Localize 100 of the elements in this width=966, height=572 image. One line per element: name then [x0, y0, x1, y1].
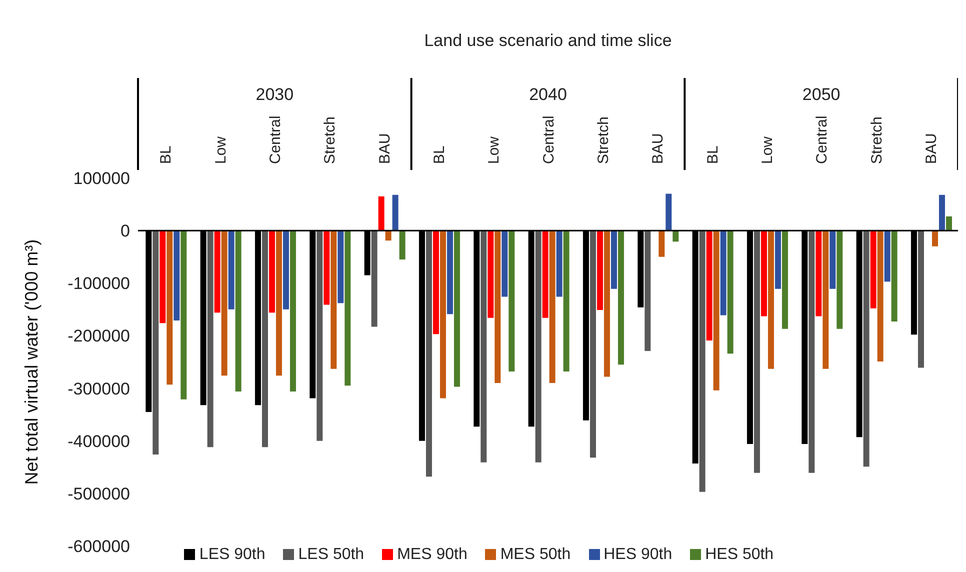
bar — [782, 230, 788, 329]
x-tick-label: Low — [758, 136, 776, 164]
bar — [549, 230, 556, 384]
bar — [180, 230, 187, 400]
legend-label: HES 90th — [604, 546, 672, 563]
x-tick-label: BAU — [650, 133, 667, 164]
bar — [822, 230, 829, 369]
bar — [610, 230, 617, 289]
bar — [760, 230, 767, 316]
x-tick-label: Low — [486, 136, 503, 164]
x-tick-label: BAU — [922, 133, 940, 164]
bar — [446, 230, 453, 314]
bar — [644, 230, 651, 351]
bar — [706, 230, 712, 340]
y-tick-label: 0 — [120, 222, 130, 241]
bar — [877, 230, 884, 362]
bar — [884, 230, 890, 282]
bar — [604, 230, 610, 377]
bar — [262, 230, 268, 448]
bar — [596, 230, 603, 310]
y-axis-title: Net total virtual water ('000 m³) — [21, 239, 42, 485]
y-tick-label: -400000 — [68, 432, 130, 451]
bar — [508, 230, 515, 372]
x-tick-label: Stretch — [868, 116, 886, 164]
bar — [399, 230, 406, 260]
bar — [268, 230, 275, 313]
x-tick-label: Central — [814, 116, 831, 164]
bar — [290, 230, 296, 392]
bar — [152, 230, 159, 455]
bar — [488, 230, 494, 318]
x-axis-title: Land use scenario and time slice — [424, 31, 672, 50]
bar — [174, 230, 180, 320]
text: 2050 — [802, 85, 840, 104]
bar — [454, 230, 460, 387]
bar — [324, 230, 330, 305]
legend-label: LES 50th — [298, 546, 364, 563]
bar — [440, 230, 446, 398]
bar — [808, 230, 815, 473]
legend-label: HES 50th — [705, 546, 774, 563]
x-tick-label: BL — [158, 146, 175, 164]
y-tick-label: -200000 — [68, 326, 130, 346]
bar — [426, 230, 432, 477]
bar — [494, 230, 501, 384]
bar — [891, 230, 898, 322]
y-tick-label: -100000 — [68, 274, 130, 294]
bar — [378, 196, 384, 231]
bar — [658, 230, 665, 257]
bar — [556, 230, 562, 297]
bar — [502, 230, 508, 297]
bar — [938, 194, 945, 231]
bar — [214, 230, 220, 313]
bar — [727, 230, 734, 354]
x-tick-label: Low — [212, 136, 230, 164]
bar — [282, 230, 289, 310]
bar — [932, 230, 938, 246]
bar — [768, 230, 774, 369]
y-tick-label: -300000 — [68, 379, 130, 398]
bar — [338, 230, 344, 304]
bar — [830, 230, 836, 289]
y-tick-label: 100000 — [73, 169, 130, 188]
x-tick-label: Stretch — [322, 116, 339, 164]
bar — [432, 230, 439, 334]
legend-label: LES 90th — [199, 546, 266, 563]
bar — [870, 230, 876, 308]
y-tick-label: -600000 — [68, 537, 130, 556]
bar — [542, 230, 548, 318]
legend-label: MES 50th — [500, 546, 571, 563]
bar — [666, 194, 672, 231]
text: 2030 — [256, 85, 294, 104]
bar — [713, 230, 720, 390]
bar — [207, 230, 214, 448]
bar — [590, 230, 596, 458]
bar — [836, 230, 843, 329]
bar — [618, 230, 624, 365]
bar — [316, 230, 323, 441]
bar — [863, 230, 870, 467]
bar — [946, 216, 952, 231]
bar — [918, 230, 924, 368]
bar — [371, 230, 378, 327]
bar — [535, 230, 542, 462]
bar — [235, 230, 242, 392]
bar — [344, 230, 351, 386]
bar — [330, 230, 337, 369]
text: 2040 — [529, 85, 567, 104]
bar — [774, 230, 781, 289]
bar — [720, 230, 726, 316]
bar — [699, 230, 706, 492]
bar — [816, 230, 822, 316]
bar — [563, 230, 570, 372]
bar — [385, 230, 392, 241]
bar — [221, 230, 228, 376]
x-tick-label: BL — [704, 146, 722, 164]
x-tick-label: Central — [266, 116, 284, 164]
bar — [754, 230, 760, 473]
x-tick-label: Central — [540, 116, 558, 164]
bar — [276, 230, 282, 376]
x-tick-label: BAU — [376, 133, 394, 164]
bar — [160, 230, 166, 324]
x-tick-label: Stretch — [594, 116, 612, 164]
y-tick-label: -500000 — [68, 484, 130, 504]
